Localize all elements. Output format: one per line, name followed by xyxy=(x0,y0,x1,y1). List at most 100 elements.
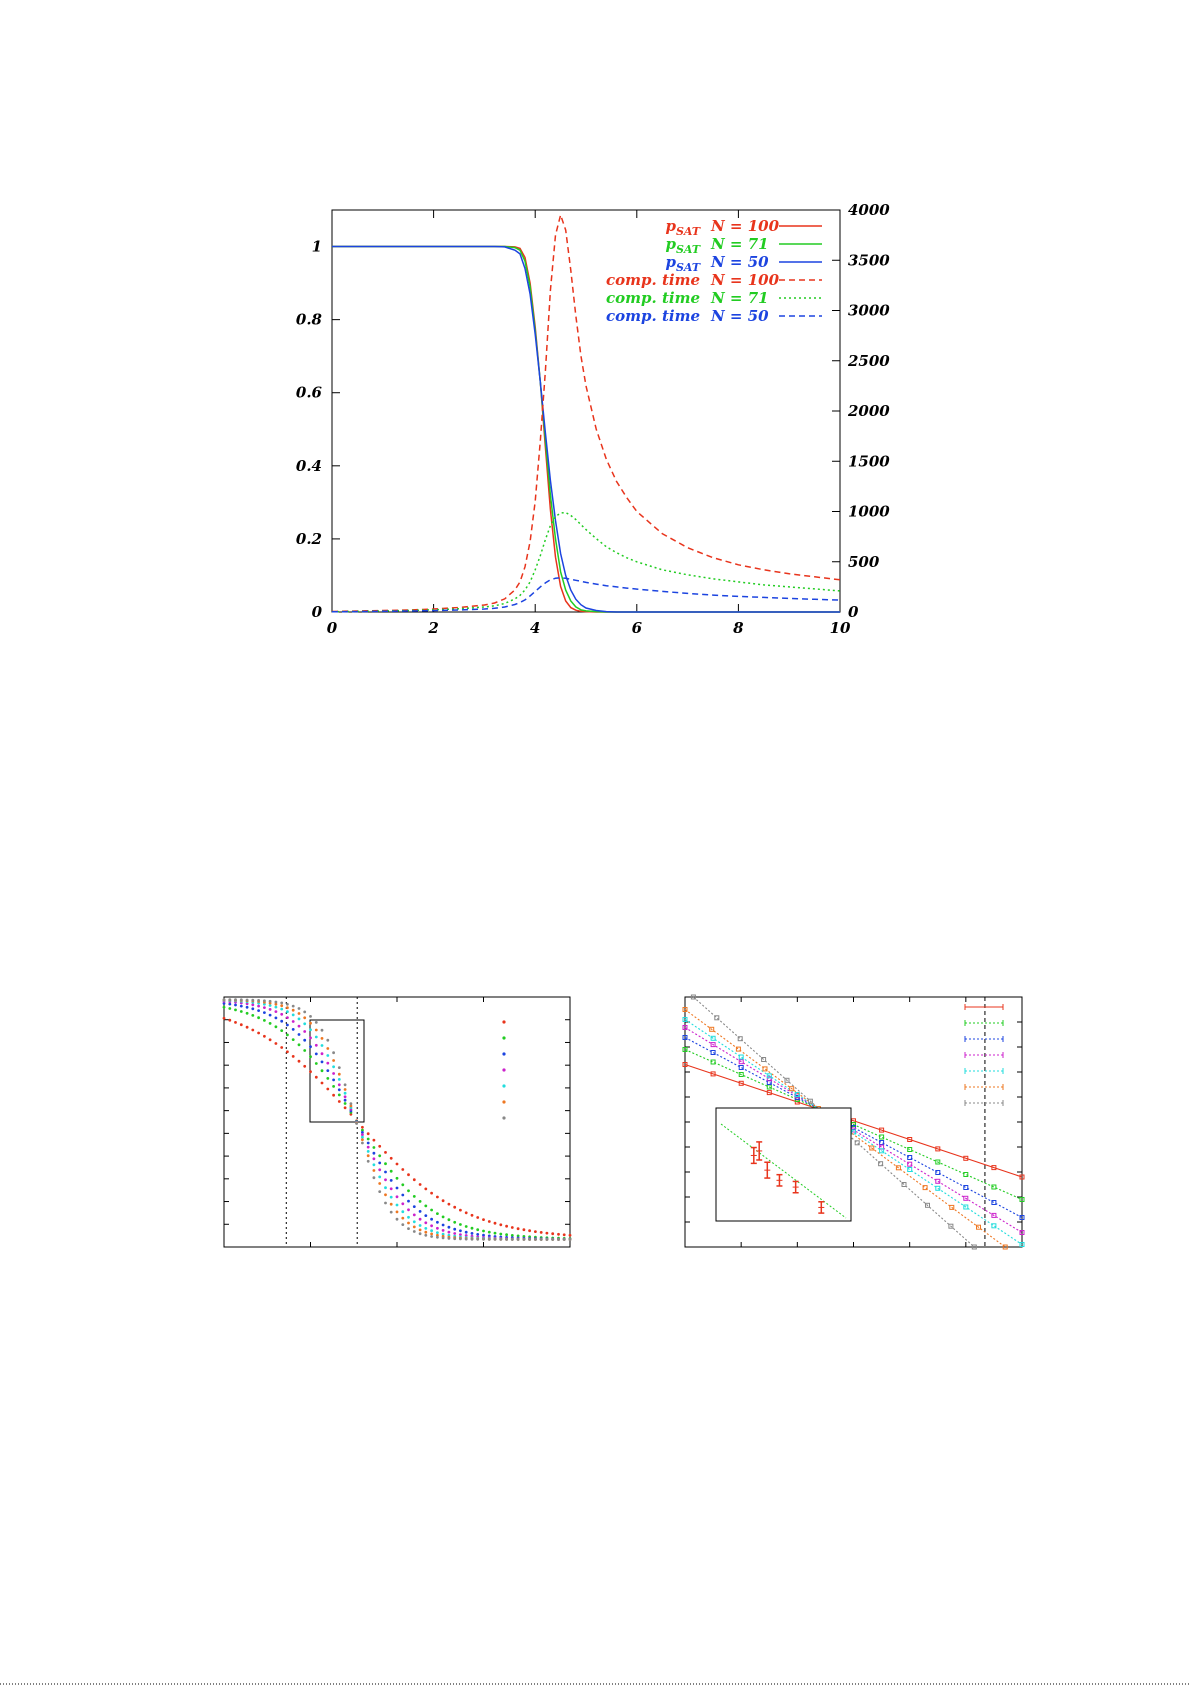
data-point xyxy=(280,1004,284,1008)
data-point xyxy=(332,1085,335,1088)
data-point xyxy=(372,1157,376,1161)
data-marker xyxy=(991,1223,997,1229)
data-point xyxy=(482,1218,485,1221)
data-point xyxy=(424,1227,428,1230)
data-point xyxy=(297,1007,301,1010)
data-point xyxy=(459,1229,462,1233)
data-point xyxy=(274,1042,278,1045)
data-point xyxy=(361,1141,364,1145)
data-point xyxy=(274,1010,278,1013)
data-point xyxy=(280,1001,284,1005)
data-point xyxy=(257,1016,260,1020)
data-point xyxy=(372,1151,376,1155)
data-point xyxy=(487,1220,491,1223)
data-point xyxy=(384,1170,387,1174)
data-marker xyxy=(738,1080,744,1086)
fit-line-2 xyxy=(684,1048,1023,1201)
data-point xyxy=(291,1028,295,1031)
data-point xyxy=(412,1220,416,1224)
data-point xyxy=(303,1016,307,1020)
data-point xyxy=(291,1038,295,1041)
legend-point-4 xyxy=(502,1068,506,1072)
data-point xyxy=(274,1016,278,1020)
data-point xyxy=(464,1237,468,1241)
data-point xyxy=(470,1232,474,1235)
data-point xyxy=(257,1031,260,1035)
data-point xyxy=(314,1075,318,1079)
data-point xyxy=(551,1232,555,1236)
data-point xyxy=(493,1221,497,1225)
data-point xyxy=(459,1223,462,1226)
x-tick-label: 2 xyxy=(427,619,438,637)
data-point xyxy=(389,1210,393,1214)
data-point xyxy=(309,1070,312,1074)
data-point xyxy=(337,1083,341,1087)
data-point xyxy=(222,1002,226,1005)
data-point xyxy=(309,1055,312,1059)
data-point xyxy=(551,1238,555,1241)
data-point xyxy=(280,1046,284,1049)
data-point xyxy=(470,1237,474,1241)
data-point xyxy=(251,998,255,1002)
data-point xyxy=(361,1135,364,1139)
data-point xyxy=(470,1213,474,1217)
data-point xyxy=(343,1102,347,1105)
data-point xyxy=(332,1059,335,1062)
legend-n-4: N = 100 xyxy=(710,271,780,289)
data-marker xyxy=(879,1140,885,1145)
data-point xyxy=(314,1052,318,1056)
data-marker xyxy=(879,1148,885,1154)
data-point xyxy=(464,1211,468,1215)
data-point xyxy=(418,1200,422,1203)
data-marker xyxy=(971,1244,977,1250)
data-point xyxy=(332,1051,335,1055)
y-tick-label: 0 xyxy=(312,603,323,621)
data-point xyxy=(482,1229,485,1233)
data-marker xyxy=(690,994,696,1000)
data-point xyxy=(366,1137,370,1141)
data-point xyxy=(412,1213,416,1217)
data-point xyxy=(447,1218,451,1222)
data-point xyxy=(326,1087,330,1091)
data-point xyxy=(453,1205,457,1209)
data-marker xyxy=(935,1178,941,1184)
data-point xyxy=(343,1098,347,1102)
y-tick-label: 0.8 xyxy=(296,311,323,329)
legend-name-5: comp. time xyxy=(606,289,700,307)
data-marker xyxy=(738,1065,744,1070)
data-marker xyxy=(1019,1215,1025,1220)
data-point xyxy=(389,1169,393,1173)
data-point xyxy=(314,1021,318,1024)
data-point xyxy=(297,1043,301,1047)
data-point xyxy=(476,1228,480,1232)
y-tick-label: 0.4 xyxy=(296,457,322,475)
data-marker xyxy=(907,1147,913,1152)
data-point xyxy=(510,1234,514,1237)
data-point xyxy=(222,1016,226,1020)
data-point xyxy=(557,1238,560,1241)
fit-line-7 xyxy=(693,996,975,1248)
data-point xyxy=(320,1037,324,1040)
data-marker xyxy=(738,1059,744,1065)
data-marker xyxy=(925,1202,930,1208)
data-point xyxy=(309,1028,312,1032)
data-point xyxy=(361,1138,364,1142)
data-point xyxy=(280,1029,284,1032)
data-point xyxy=(441,1232,445,1236)
data-point xyxy=(378,1175,382,1179)
fit-line-5 xyxy=(684,1019,1023,1245)
data-marker xyxy=(761,1057,767,1062)
data-point xyxy=(349,1102,353,1106)
data-point xyxy=(332,1072,335,1075)
data-marker xyxy=(682,1007,688,1012)
y-tick-label: 0.2 xyxy=(296,530,322,548)
data-point xyxy=(286,1050,289,1054)
data-point xyxy=(378,1182,382,1185)
data-point xyxy=(343,1106,347,1110)
data-marker xyxy=(766,1090,772,1096)
chart-3 xyxy=(682,994,1025,1250)
y2-tick-label: 1000 xyxy=(848,503,890,521)
data-point xyxy=(326,1047,330,1050)
data-point xyxy=(372,1163,376,1167)
legend-point-2 xyxy=(502,1036,506,1040)
